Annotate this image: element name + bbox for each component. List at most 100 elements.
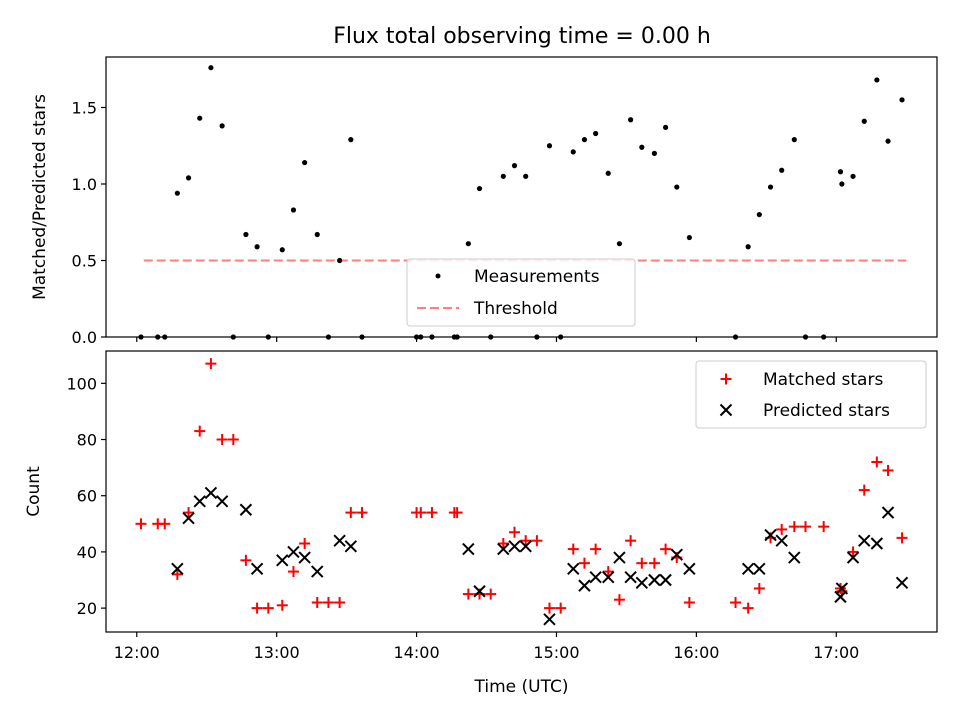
y-tick-label: 20: [77, 599, 97, 618]
top-y-ticks: 0.0 0.5 1.0 1.5: [72, 98, 106, 347]
y-tick-label: 1.0: [72, 175, 97, 194]
matched-star-point: [636, 557, 648, 569]
matched-star-point: [183, 507, 195, 519]
matched-star-point: [742, 602, 754, 614]
predicted-star-point: [753, 562, 766, 575]
measurement-point: [837, 169, 844, 175]
predicted-star-point: [788, 551, 801, 564]
matched-star-point: [788, 521, 800, 533]
matched-star-point: [171, 568, 183, 580]
matched-star-point: [531, 535, 543, 547]
measurement-point: [511, 163, 518, 169]
measurement-point: [639, 144, 645, 150]
predicted-star-point: [519, 540, 532, 553]
predicted-star-point: [508, 540, 521, 553]
measurement-point: [756, 211, 762, 218]
y-tick-label: 0.0: [72, 328, 97, 347]
measurement-point: [488, 334, 494, 340]
y-tick-label: 80: [77, 431, 97, 450]
predicted-star-point: [648, 573, 661, 587]
predicted-star-point: [239, 503, 253, 516]
predicted-star-point: [462, 542, 475, 556]
legend-predicted-glyph: [719, 403, 733, 417]
matched-star-point: [462, 588, 474, 600]
measurement-point: [279, 247, 285, 253]
matched-star-point: [205, 358, 217, 370]
legend-measurements-label: Measurements: [474, 267, 600, 287]
legend-matched-glyph: [720, 373, 732, 385]
measurement-point: [413, 334, 420, 340]
predicted-star-point: [215, 495, 229, 508]
top-x-ticks: [136, 337, 837, 342]
measurement-point: [605, 170, 611, 176]
measurement-point: [138, 334, 144, 340]
measurement-point: [429, 334, 435, 340]
predicted-star-point: [846, 551, 860, 564]
matched-star-point: [194, 425, 206, 437]
measurement-point: [174, 190, 180, 196]
top-legend: Measurements Threshold: [406, 258, 636, 327]
bottom-legend: Matched stars Predicted stars: [695, 360, 927, 429]
matched-star-point: [415, 507, 427, 519]
matched-star-point: [135, 518, 147, 530]
matched-star-point: [287, 566, 299, 578]
measurement-point: [337, 257, 343, 264]
x-tick-label: 16:00: [673, 643, 719, 662]
matched-star-point: [216, 434, 228, 446]
matched-star-point: [334, 596, 346, 608]
matched-star-point: [322, 596, 334, 608]
predicted-star-point: [567, 562, 580, 575]
measurement-point: [616, 241, 623, 247]
matched-star-point: [451, 507, 463, 519]
measurement-point: [850, 173, 856, 179]
y-tick-label: 0.5: [72, 251, 97, 270]
measurement-point: [839, 181, 845, 187]
measurement-point: [197, 115, 203, 121]
matched-star-point: [730, 596, 742, 608]
measurement-point: [418, 334, 424, 340]
matched-star-point: [896, 532, 908, 544]
legend-predicted-marker: [719, 403, 733, 417]
matched-star-point: [578, 557, 590, 569]
measurement-point: [230, 334, 236, 340]
predicted-stars-series: [171, 486, 909, 626]
measurement-point: [290, 207, 297, 213]
matched-star-point: [776, 523, 788, 535]
measurement-point: [861, 118, 867, 124]
predicted-star-point: [775, 534, 788, 547]
matched-star-point: [590, 543, 602, 555]
predicted-star-point: [311, 565, 324, 578]
matched-star-point: [871, 456, 883, 468]
measurement-point: [767, 184, 774, 190]
predicted-star-point: [670, 548, 683, 561]
measurement-point: [745, 244, 751, 250]
y-tick-label: 1.5: [72, 98, 97, 117]
matched-star-point: [159, 518, 171, 530]
predicted-star-point: [881, 506, 895, 519]
measurement-point: [662, 124, 669, 130]
matched-star-point: [648, 557, 660, 569]
measurement-point: [454, 334, 460, 340]
matched-star-point: [227, 434, 239, 446]
matched-star-point: [847, 546, 859, 558]
matched-star-point: [251, 602, 263, 614]
measurement-point: [651, 150, 658, 156]
measurement-point: [802, 334, 809, 340]
top-axes: 0.0 0.5 1.0 1.5 Matched/Predicted stars Mea…: [30, 56, 938, 347]
measurement-point: [359, 334, 365, 340]
predicted-star-point: [276, 554, 289, 567]
measurement-point: [254, 244, 260, 250]
predicted-star-point: [473, 585, 486, 598]
predicted-star-point: [613, 551, 626, 564]
matched-star-point: [345, 507, 357, 519]
matched-star-point: [299, 537, 311, 549]
bottom-x-ticks: 12:00 13:00 14:00 15:00 16:00 17:00: [114, 632, 859, 662]
legend-matched-label: Matched stars: [763, 370, 883, 390]
legend-measurements-marker: [435, 273, 441, 279]
measurement-point: [162, 334, 168, 340]
matched-star-point: [858, 484, 870, 496]
measurement-point: [219, 123, 225, 129]
predicted-star-point: [635, 576, 649, 590]
measurement-point: [265, 334, 271, 340]
